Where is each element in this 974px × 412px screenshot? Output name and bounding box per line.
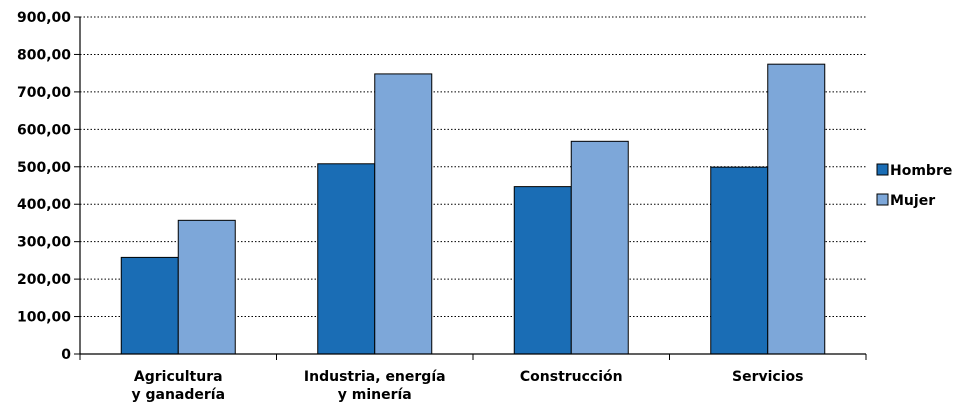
bar-hombre	[513, 186, 572, 355]
category-labels: Agricultura y ganadería Industria, energía…	[131, 369, 803, 403]
category-label: Agricultura	[134, 369, 223, 385]
legend: Hombre Mujer	[876, 163, 952, 209]
bar-mujer	[767, 63, 826, 355]
y-axis-ticks: 0 100,00 200,00 300,00 400,00 500,00 600,00 700…	[17, 10, 80, 363]
y-tick-label: 400,00	[17, 197, 71, 213]
y-tick-label: 100,00	[17, 310, 71, 326]
y-tick-label: 900,00	[17, 10, 71, 26]
bars	[120, 63, 826, 355]
bar-mujer	[177, 219, 236, 355]
y-tick-label: 500,00	[17, 160, 71, 176]
x-axis-ticks	[79, 354, 867, 360]
y-tick-label: 600,00	[17, 122, 71, 138]
legend-label: Hombre	[890, 163, 952, 179]
category-label: Construcción	[520, 369, 623, 385]
y-tick-label: 0	[61, 347, 71, 363]
category-label: Servicios	[732, 369, 803, 385]
category-label: Industria, energía	[304, 369, 446, 385]
y-tick-label: 700,00	[17, 85, 71, 101]
legend-swatch	[876, 163, 889, 176]
bar-mujer	[570, 140, 629, 355]
bar-hombre	[710, 166, 769, 355]
category-label: y minería	[338, 387, 412, 403]
y-tick-label: 300,00	[17, 235, 71, 251]
category-label: y ganadería	[131, 387, 225, 403]
bar-hombre	[317, 163, 376, 355]
y-tick-label: 200,00	[17, 272, 71, 288]
bar-mujer	[374, 73, 433, 355]
bar-hombre	[120, 256, 179, 355]
legend-label: Mujer	[890, 193, 935, 209]
y-tick-label: 800,00	[17, 47, 71, 63]
legend-swatch	[876, 193, 889, 206]
